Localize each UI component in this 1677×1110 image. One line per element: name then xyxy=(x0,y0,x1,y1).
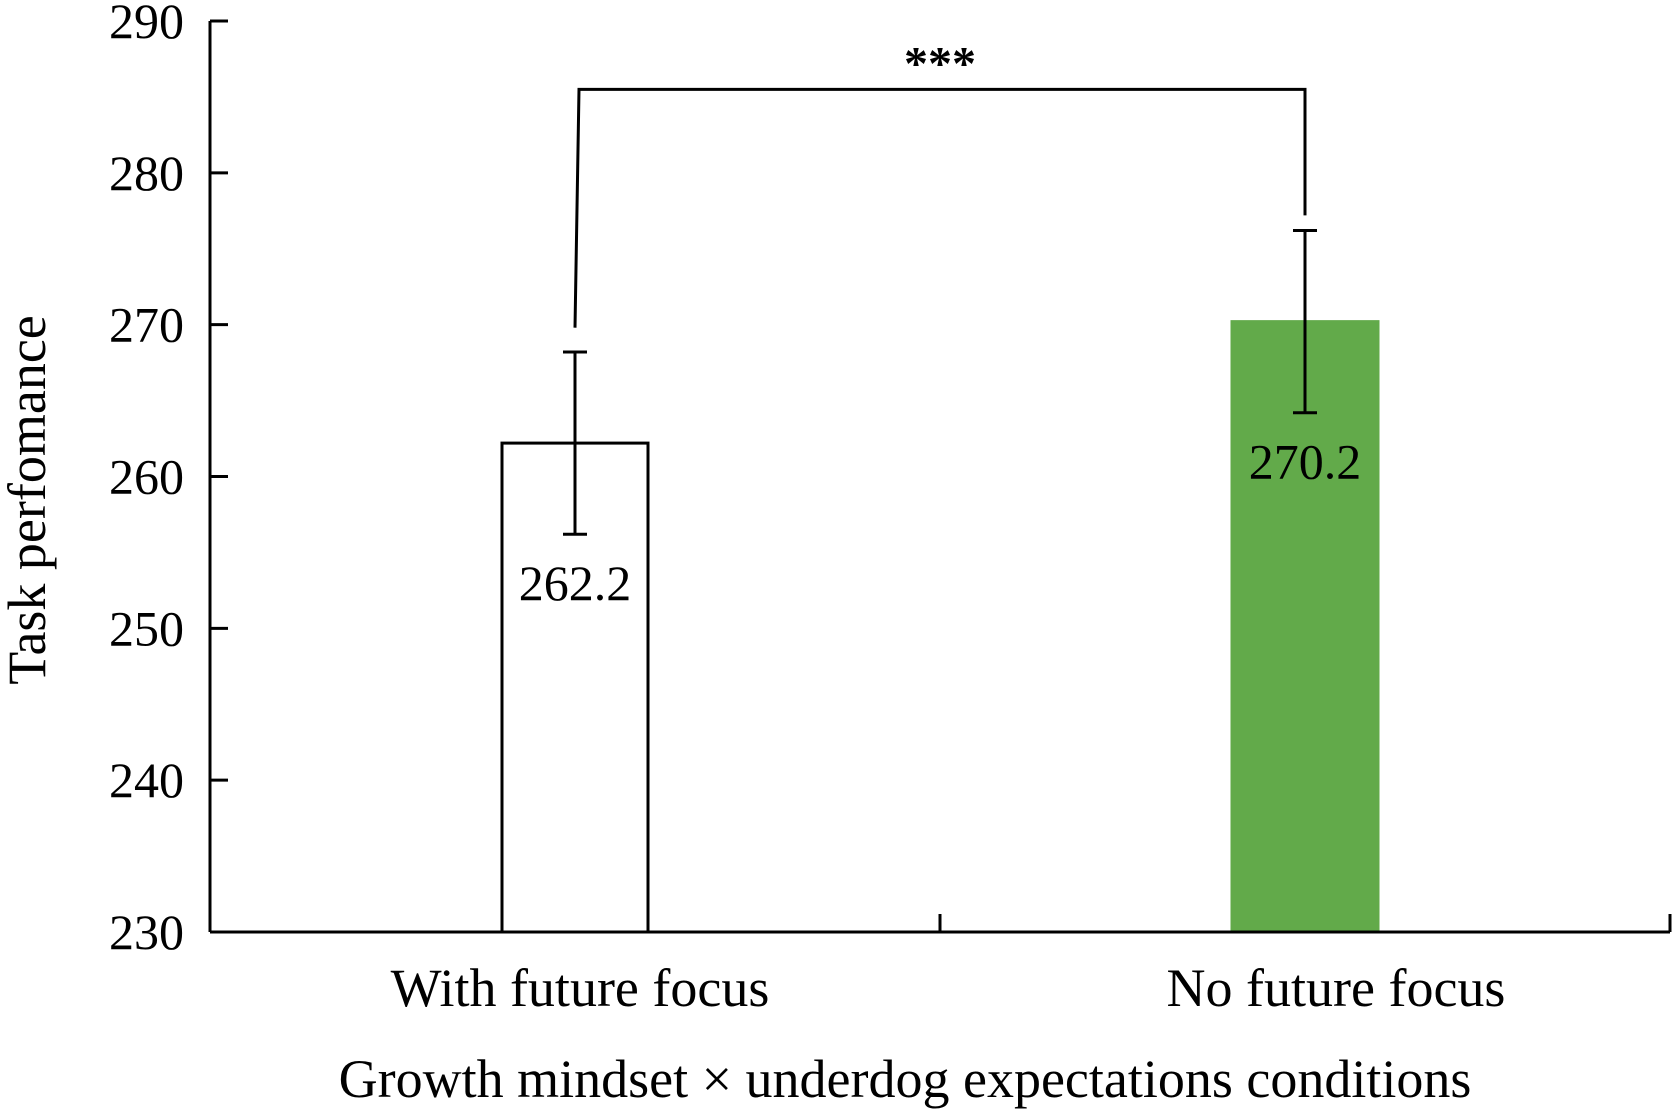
x-tick-label: With future focus xyxy=(391,958,770,1018)
x-tick-label: No future focus xyxy=(1167,958,1506,1018)
y-tick-label: 290 xyxy=(109,0,184,49)
y-tick-label: 250 xyxy=(109,600,184,656)
significance-bracket xyxy=(573,87,1307,328)
y-tick-label: 240 xyxy=(109,752,184,808)
y-tick-label: 270 xyxy=(109,297,184,353)
significance-label: *** xyxy=(904,37,976,90)
data-label: 270.2 xyxy=(1249,434,1362,490)
y-tick-label: 230 xyxy=(109,904,184,960)
y-tick-label: 260 xyxy=(109,449,184,505)
x-axis-title: Growth mindset × underdog expectations c… xyxy=(339,1049,1472,1109)
data-label: 262.2 xyxy=(519,555,632,611)
y-tick-label: 280 xyxy=(109,145,184,201)
bar-no-future-focus xyxy=(1230,320,1380,934)
y-axis-title: Task perfomance xyxy=(0,315,57,685)
